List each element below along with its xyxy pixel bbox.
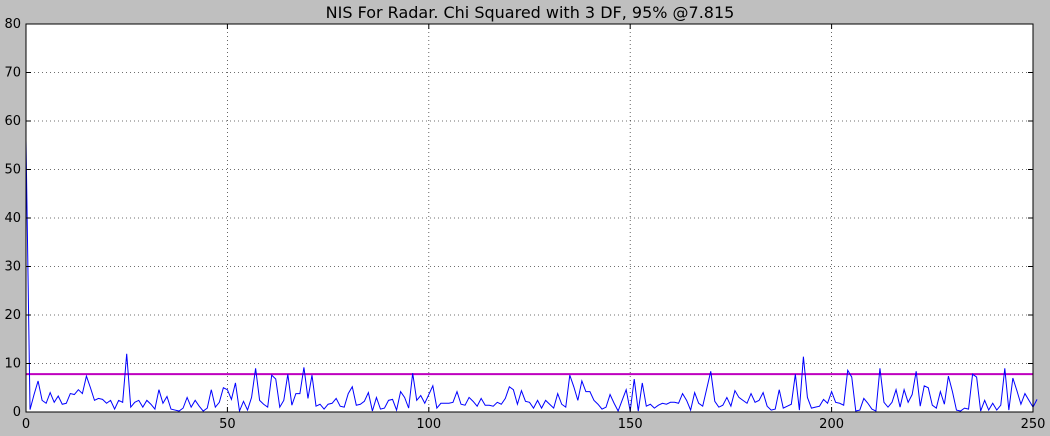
plot-area: [26, 24, 1033, 412]
y-tick-label: 60: [4, 114, 21, 129]
y-tick-label: 20: [4, 308, 21, 323]
y-tick-label: 10: [4, 357, 21, 372]
grid-layer: [26, 24, 1033, 412]
tick-layer: [25, 23, 1034, 413]
x-tick-label: 150: [618, 417, 643, 432]
series-layer: [25, 140, 1038, 413]
x-tick-label: 50: [219, 417, 236, 432]
nis-series-line: [25, 140, 1038, 413]
y-tick-label: 80: [4, 17, 21, 32]
y-tick-label: 30: [4, 260, 21, 275]
y-tick-label: 0: [13, 405, 21, 420]
x-tick-label: 250: [1021, 417, 1046, 432]
y-tick-label: 70: [4, 66, 21, 81]
x-tick-label: 200: [819, 417, 844, 432]
y-axis-tick-labels: 0 10 20 30 40 50 60 70 80: [4, 17, 21, 420]
y-tick-label: 40: [4, 211, 21, 226]
x-axis-tick-labels: 0 50 100 150 200 250: [22, 417, 1046, 432]
chart-title: NIS For Radar. Chi Squared with 3 DF, 95…: [326, 3, 735, 22]
y-tick-label: 50: [4, 163, 21, 178]
x-tick-label: 100: [416, 417, 441, 432]
x-tick-label: 0: [22, 417, 30, 432]
